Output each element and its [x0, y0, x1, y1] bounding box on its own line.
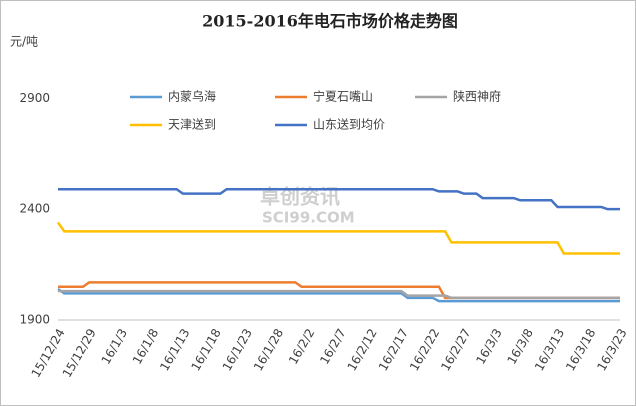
- series-line: [58, 187, 620, 211]
- legend-label: 山东送到均价: [313, 117, 385, 132]
- y-tick-label: 2400: [19, 202, 50, 216]
- chart-title: 2015-2016年电石市场价格走势图: [202, 12, 458, 31]
- watermark: SCI99.COM: [262, 209, 355, 227]
- legend-label: 天津送到: [168, 117, 216, 132]
- legend-label: 内蒙乌海: [168, 89, 216, 104]
- series-line: [58, 289, 620, 300]
- series-line: [57, 287, 620, 303]
- y-tick-label: 2900: [19, 91, 50, 105]
- y-axis-label: 元/吨: [10, 35, 38, 49]
- series-line: [56, 221, 620, 255]
- legend-label: 陕西神府: [453, 89, 501, 104]
- legend-label: 宁夏石嘴山: [313, 89, 373, 104]
- y-tick-label: 1900: [19, 313, 50, 327]
